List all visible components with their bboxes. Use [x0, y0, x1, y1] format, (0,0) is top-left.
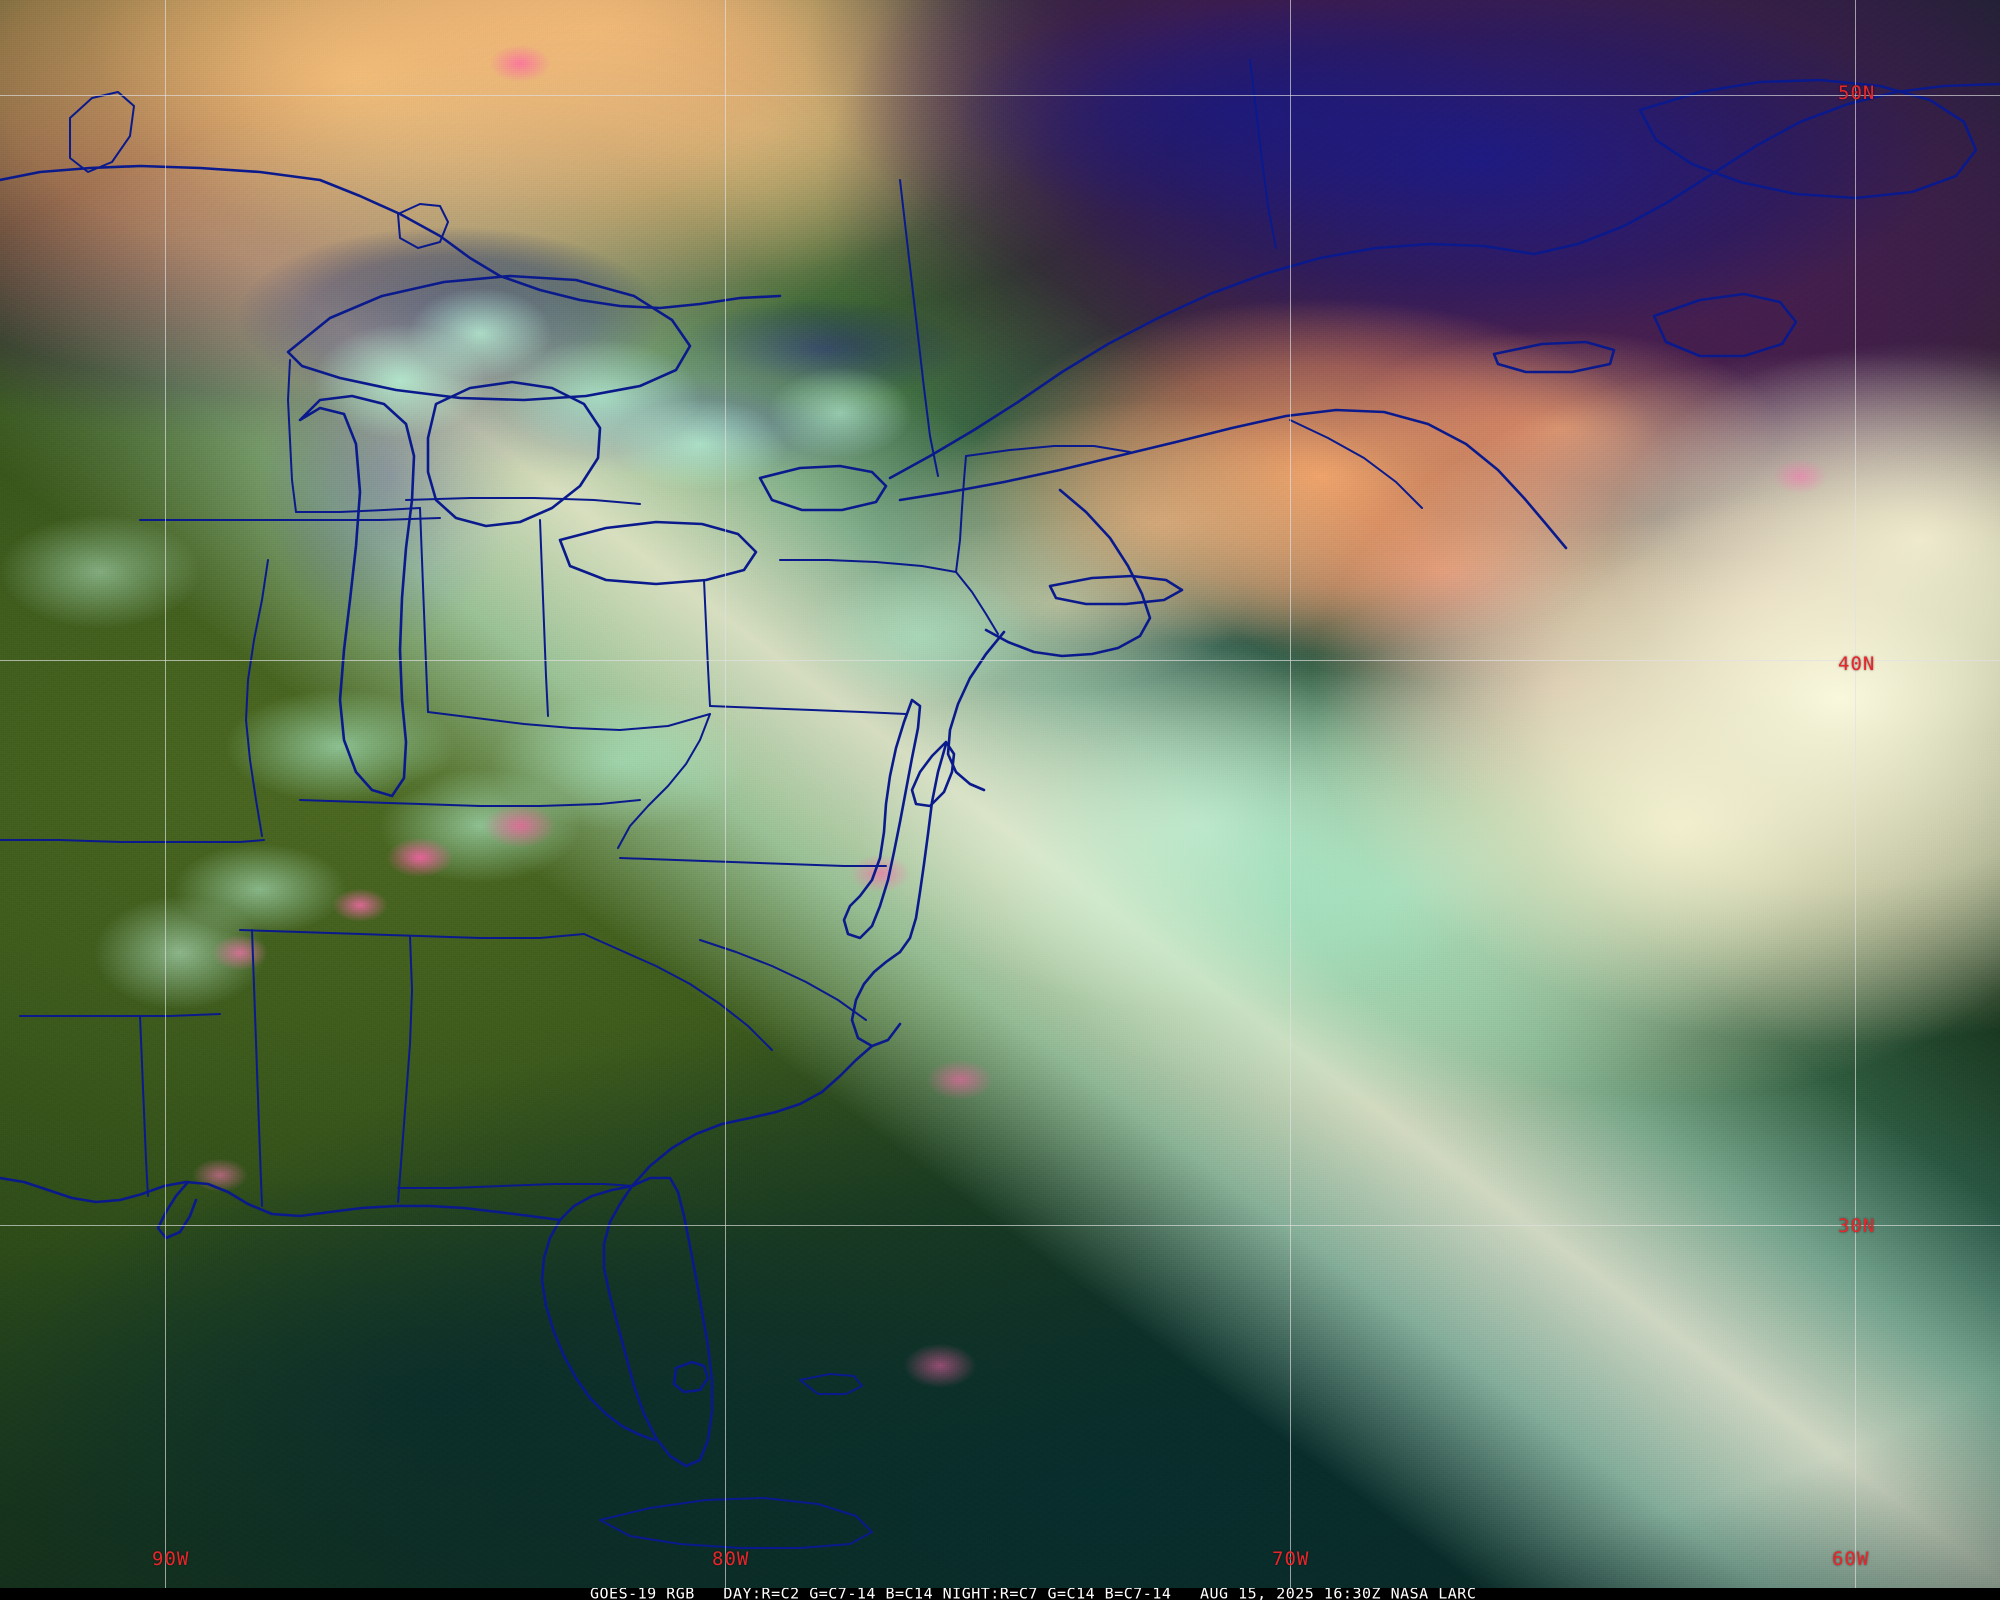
state-border-alabama-georgia	[398, 936, 412, 1202]
coastline-long-island	[1050, 576, 1182, 604]
state-border-illinois-indiana	[420, 508, 428, 712]
state-border-nj-pa	[956, 572, 998, 634]
state-border-tennessee-alabama-georgia	[240, 930, 584, 938]
grid-label-lon-80w: 80W	[712, 1548, 750, 1570]
state-border-missouri-arkansas	[0, 840, 264, 842]
state-border-louisiana-mississippi	[140, 1016, 148, 1196]
coastline-lake-huron	[428, 382, 600, 526]
grid-label-lon-60w: 60W	[1832, 1548, 1870, 1570]
state-border-pennsylvania-maryland	[710, 706, 906, 714]
grid-label-lat-40n: 40N	[1838, 653, 1876, 675]
province-border-quebec-newbrunswick	[1290, 420, 1422, 508]
state-border-illinois-missouri	[246, 560, 268, 836]
coastline-delaware-bay	[912, 742, 954, 806]
coastline-gulf-st-lawrence-north	[1534, 84, 2000, 254]
border-us-canada-west	[0, 166, 780, 308]
caption-text: GOES-19 RGB DAY:R=C2 G=C7-14 B=C14 NIGHT…	[590, 1588, 1477, 1600]
province-border-quebec-labrador	[1250, 60, 1276, 248]
coastline-new-england	[986, 490, 1150, 656]
coastline-mississippi-delta	[158, 1182, 196, 1238]
coastline-florida-gulf-side	[542, 1186, 654, 1440]
coastline-lake-nipigon	[398, 204, 448, 248]
coastline-lake-ontario	[760, 466, 886, 510]
grid-label-lat-30n: 30N	[1838, 1215, 1876, 1237]
gridline-lon-90w	[165, 0, 166, 1588]
province-border-ontario-quebec	[900, 180, 938, 476]
gridline-lon-60w	[1855, 0, 1856, 1588]
coastline-lake-superior	[288, 276, 690, 400]
coastline-carolina	[632, 1046, 872, 1186]
coastline-gulf-st-lawrence-south	[900, 410, 1566, 548]
coastline-lake-michigan	[300, 396, 414, 796]
state-border-arkansas-louisiana	[20, 1014, 220, 1016]
state-border-newengland-north	[966, 446, 1130, 456]
grid-label-lat-50n: 50N	[1838, 82, 1876, 104]
coastline-newfoundland	[1640, 80, 1976, 198]
state-border-ny-newengland	[956, 456, 966, 572]
state-border-virginia-north-carolina	[620, 858, 886, 866]
state-border-indiana-ohio	[540, 520, 548, 716]
coastline-cuba	[600, 1498, 872, 1548]
coastline-chesapeake-bay	[844, 700, 920, 938]
gridline-lat-30n	[0, 1225, 2000, 1226]
state-border-carolina-georgia	[584, 934, 772, 1050]
state-border-new-york-pennsylvania	[780, 560, 956, 572]
coastline-delmarva-peninsula	[900, 744, 946, 952]
gridline-lon-70w	[1290, 0, 1291, 1588]
state-border-georgia-florida	[398, 1184, 634, 1188]
state-border-mississippi-alabama	[252, 930, 262, 1206]
grid-label-lon-90w: 90W	[152, 1548, 190, 1570]
state-border-virginia-west-virginia	[618, 714, 710, 848]
state-border-iowa-illinois	[140, 518, 440, 520]
state-border-michigan-indiana-ohio	[406, 498, 640, 504]
coastline-florida	[604, 1178, 712, 1466]
coastline-virginia-carolina	[852, 952, 900, 1046]
caption-bar: GOES-19 RGB DAY:R=C2 G=C7-14 B=C14 NIGHT…	[0, 1588, 2000, 1600]
state-border-kentucky-tennessee	[300, 800, 640, 806]
coastline-bahamas	[800, 1374, 862, 1394]
coastline-gulf-coast	[0, 1178, 560, 1220]
coastline-cape-breton	[1654, 294, 1796, 356]
coastline-lake-winnipeg	[70, 92, 134, 172]
state-border-wisconsin-illinois	[296, 508, 420, 512]
coastline-st-lawrence-river	[890, 244, 1534, 478]
coastline-mid-atlantic	[948, 632, 1004, 790]
coastline-lake-erie	[560, 522, 756, 584]
coastline-prince-edward-island	[1494, 342, 1614, 372]
gridline-lat-40n	[0, 660, 2000, 661]
state-border-ohio-kentucky	[428, 712, 710, 730]
state-border-ohio-pennsylvania	[704, 580, 710, 706]
coastline-lake-okeechobee	[674, 1362, 708, 1392]
grid-label-lon-70w: 70W	[1272, 1548, 1310, 1570]
gridline-lat-50n	[0, 95, 2000, 96]
gridline-lon-80w	[725, 0, 726, 1588]
state-border-north-south-carolina	[700, 940, 866, 1020]
state-border-minnesota-wisconsin	[288, 360, 296, 512]
